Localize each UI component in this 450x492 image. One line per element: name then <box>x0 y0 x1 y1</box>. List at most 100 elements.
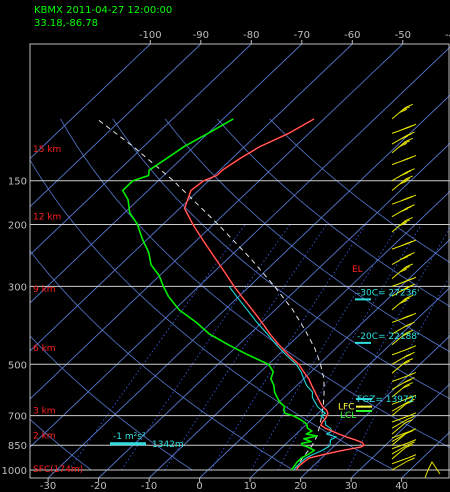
top-tick-label: -90 <box>193 30 209 41</box>
wind-barb-flag <box>403 379 412 383</box>
isotherm-line <box>30 44 303 304</box>
mixing-ratio-line <box>210 224 367 471</box>
bottom-tick-label: 10 <box>244 481 257 492</box>
wind-barb <box>391 263 413 279</box>
wind-barb-flag <box>402 266 410 271</box>
annotation-text: LCL <box>340 411 356 421</box>
wind-barb-flag <box>407 441 415 446</box>
temperature-trace-highlight <box>184 118 365 471</box>
isobar-label: 200 <box>8 221 27 232</box>
wind-barb-flag <box>402 384 410 389</box>
plot-frame <box>29 43 450 479</box>
wind-barb-flag <box>405 216 413 221</box>
top-tick-label: -60 <box>344 30 360 41</box>
wind-barb-flag <box>405 103 413 108</box>
top-tick-label: -40 <box>445 30 450 41</box>
wind-barb-flag <box>405 294 413 299</box>
top-tick-label: -50 <box>395 30 411 41</box>
wind-barb-flag <box>403 353 412 358</box>
wind-barb-staff <box>391 415 410 423</box>
wind-barb-flag <box>404 396 413 400</box>
wind-barb <box>391 443 413 460</box>
annotation-text: LFC <box>338 403 354 413</box>
wind-barb <box>391 457 415 471</box>
wind-barb <box>391 415 415 429</box>
wind-barb-flag <box>405 263 413 268</box>
wind-barb <box>391 394 417 405</box>
wind-barb-flag <box>399 222 407 226</box>
height-label: 3 km <box>33 407 56 417</box>
isotherm-line <box>30 44 151 160</box>
wind-barb-flag <box>408 439 417 444</box>
wind-barb-flag <box>407 415 415 420</box>
annotation-text: EL <box>352 265 363 275</box>
mixing-ratio-line <box>164 224 327 471</box>
wind-barb-flag <box>401 315 409 320</box>
wind-barb-flag <box>400 208 408 213</box>
wind-barb <box>391 329 413 346</box>
wind-barb-flag <box>402 178 410 182</box>
isobar-label: 300 <box>8 282 27 293</box>
annotation-text: 1342m <box>152 440 184 450</box>
isotherm-line <box>148 190 450 478</box>
wind-barb-flag <box>405 175 413 180</box>
wind-barb-flag <box>402 106 410 111</box>
surface-wind-trace <box>424 461 441 479</box>
station-title: KBMX 2011-04-27 12:00:00 <box>34 5 172 16</box>
station-coords: 33.18,-86.78 <box>34 18 98 29</box>
wind-barb-flag <box>399 108 407 113</box>
bottom-tick-label: 40 <box>395 481 408 492</box>
wind-barb-staff <box>391 446 407 460</box>
isobar-label: 150 <box>8 177 27 188</box>
annotation-text: -30C= 27236' <box>357 288 420 298</box>
annotation: -30C= 27236' <box>355 288 420 301</box>
wind-barb-staff <box>391 460 408 471</box>
wind-barb <box>391 345 417 356</box>
wind-barb-staff <box>391 422 407 435</box>
wind-barb <box>391 155 417 166</box>
wind-barb-flag <box>405 443 413 448</box>
wind-barb-flag <box>408 454 417 459</box>
height-label: 9 km <box>33 285 56 295</box>
wind-barb-layer <box>391 103 441 479</box>
wind-barb-flag <box>401 242 409 247</box>
isotherm-line <box>30 44 252 256</box>
wind-barb <box>391 400 413 416</box>
dewpoint-trace <box>121 118 318 471</box>
height-label: SFC(174m) <box>33 465 83 475</box>
wind-barb-flag <box>399 299 407 304</box>
annotation: LCL <box>340 409 372 421</box>
wind-barb <box>391 351 415 365</box>
wind-barb-flag <box>401 126 409 131</box>
mixing-ratio-line <box>277 224 422 471</box>
wind-barb-flag <box>405 358 413 363</box>
wind-barb-flag <box>408 412 417 417</box>
wind-barb-flag <box>405 382 413 386</box>
wind-barb <box>391 131 415 145</box>
wind-barb-flag <box>403 323 412 328</box>
wind-barb-flag <box>405 419 413 423</box>
bottom-tick-label: 0 <box>196 481 202 492</box>
wind-barb-staff <box>391 431 410 439</box>
wind-barb <box>391 454 417 465</box>
wind-barb <box>391 439 417 450</box>
height-label: 6 km <box>33 344 56 354</box>
wind-barb-staff <box>391 433 407 446</box>
wind-barb-flag <box>405 430 413 435</box>
annotation: -1 m²s² <box>113 432 146 442</box>
trace-layer <box>96 118 366 471</box>
isotherm-line <box>199 238 450 478</box>
wind-barb-flag <box>401 279 409 284</box>
wind-barb <box>391 252 415 266</box>
wind-barb-flag <box>405 400 413 405</box>
wind-barb-staff <box>391 403 407 416</box>
annotation: 1342m <box>110 440 184 450</box>
bottom-tick-label: -10 <box>141 481 157 492</box>
wind-barb-flag <box>403 400 412 405</box>
wind-barb <box>391 441 415 455</box>
dry-adiabat-line <box>112 118 450 400</box>
wind-barb-flag <box>399 142 407 147</box>
wind-barb-flag <box>399 180 407 185</box>
wind-barb <box>391 137 413 154</box>
